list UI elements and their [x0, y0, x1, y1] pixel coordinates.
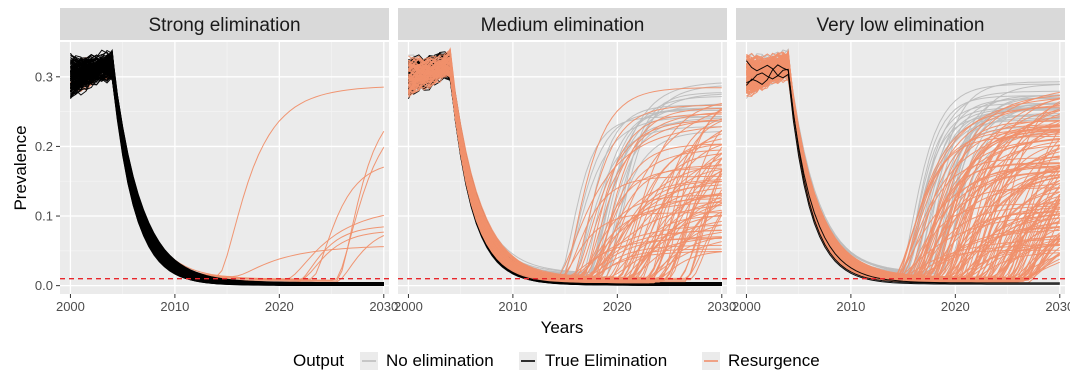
facet-title: Medium elimination — [481, 15, 645, 36]
x-tick-label: 2000 — [394, 299, 423, 314]
x-tick-label: 2010 — [836, 299, 865, 314]
y-axis-title: Prevalence — [11, 125, 30, 210]
facet-panel: Very low elimination 2000 2010 2020 2030 — [732, 8, 1070, 314]
trajectory-resurgence — [408, 67, 722, 280]
y-tick-label: 0.1 — [35, 209, 53, 224]
facet-panel: Strong elimination 2000 2010 2020 2030 0.0 0.1… — [35, 8, 398, 314]
x-tick-label: 2030 — [707, 299, 736, 314]
trajectory-true-elimination — [746, 60, 1060, 285]
x-tick-label: 2030 — [1045, 299, 1070, 314]
y-tick-label: 0.3 — [35, 69, 53, 84]
facet-strip — [736, 8, 1065, 40]
facet-title: Very low elimination — [817, 15, 985, 36]
trajectory-group — [745, 48, 1061, 285]
facet-strip — [398, 8, 727, 40]
legend-title: Output — [293, 351, 344, 370]
x-tick-label: 2020 — [941, 299, 970, 314]
legend: Output No elimination True Elimination Resu… — [293, 351, 820, 370]
facet-strip — [60, 8, 389, 40]
x-tick-label: 2000 — [732, 299, 761, 314]
x-tick-label: 2020 — [265, 299, 294, 314]
facet-title: Strong elimination — [148, 15, 300, 36]
trajectory-resurgence — [746, 60, 1060, 278]
trajectory-group — [407, 47, 723, 286]
trajectory-resurgence — [408, 56, 722, 279]
facet-panel: Medium elimination 2000 2010 2020 2030 — [394, 8, 736, 314]
trajectory-true-elimination — [70, 65, 384, 285]
x-tick-label: 2020 — [603, 299, 632, 314]
trajectory-resurgence — [408, 56, 722, 284]
x-tick-label: 2010 — [160, 299, 189, 314]
x-tick-label: 2030 — [369, 299, 398, 314]
trajectory-resurgence — [407, 61, 722, 280]
trajectory-group — [69, 48, 385, 286]
legend-label: No elimination — [386, 351, 494, 370]
y-tick-label: 0.2 — [35, 139, 53, 154]
x-axis-title: Years — [541, 318, 584, 337]
legend-label: True Elimination — [545, 351, 667, 370]
legend-label: Resurgence — [728, 351, 820, 370]
trajectory-true-elimination — [746, 68, 1060, 284]
y-tick-label: 0.0 — [35, 278, 53, 293]
x-tick-label: 2010 — [498, 299, 527, 314]
x-tick-label: 2000 — [56, 299, 85, 314]
